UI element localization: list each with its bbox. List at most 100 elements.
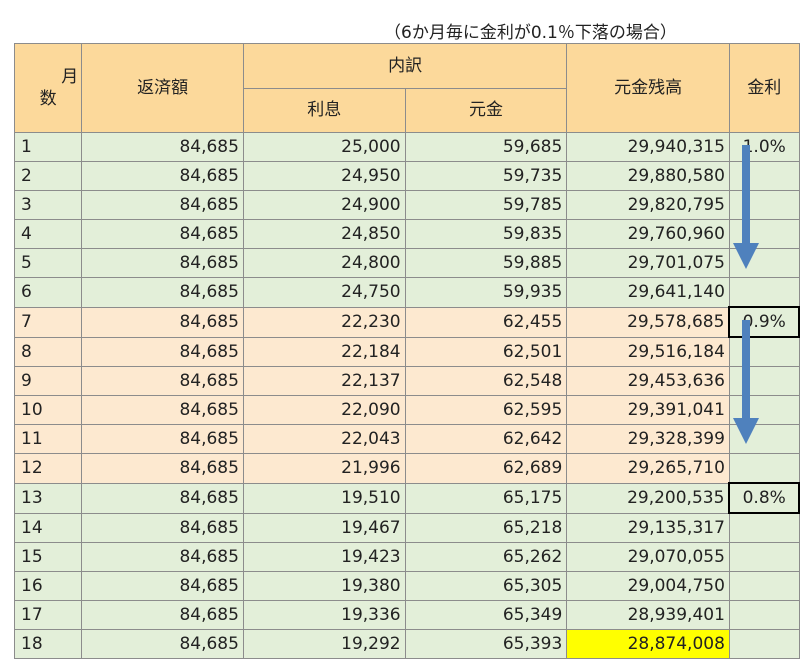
cell-month: 15 (13, 542, 83, 572)
cell-balance: 29,880,580 (566, 161, 730, 191)
cell-payment: 84,685 (81, 277, 244, 308)
cell-principal: 62,642 (404, 424, 568, 454)
cell-balance: 28,939,401 (566, 600, 730, 630)
table-row: 13 84,685 19,510 65,175 29,200,535 0.8% (13, 482, 800, 514)
cell-balance: 29,820,795 (566, 190, 730, 220)
cell-balance: 29,453,636 (566, 366, 730, 396)
cell-month: 18 (13, 629, 83, 659)
table-row: 7 84,685 22,230 62,455 29,578,685 0.9% (13, 306, 800, 338)
cell-balance: 29,516,184 (566, 336, 730, 367)
header-interest: 利息 (242, 87, 406, 133)
cell-interest: 25,000 (242, 132, 406, 162)
cell-payment: 84,685 (81, 306, 244, 338)
cell-month: 8 (13, 336, 83, 367)
cell-payment: 84,685 (81, 600, 244, 630)
cell-rate (728, 600, 800, 630)
cell-interest: 24,800 (242, 248, 406, 278)
cell-month: 10 (13, 395, 83, 425)
cell-interest: 19,510 (242, 482, 406, 514)
header-months-label: 月 数 (39, 67, 79, 109)
cell-principal: 65,305 (404, 571, 568, 601)
cell-payment: 84,685 (81, 395, 244, 425)
cell-rate (728, 366, 800, 396)
cell-principal: 65,218 (404, 512, 568, 543)
cell-interest: 21,996 (242, 453, 406, 484)
cell-interest: 19,467 (242, 512, 406, 543)
cell-rate (728, 395, 800, 425)
cell-interest: 24,900 (242, 190, 406, 220)
cell-rate: 1.0% (728, 132, 800, 162)
table-row: 12 84,685 21,996 62,689 29,265,710 (13, 453, 800, 484)
cell-balance: 29,328,399 (566, 424, 730, 454)
loan-repayment-table: 月 数 返済額 内訳 元金残高 金利 利息 元金 1 84,685 25,000 59… (13, 43, 800, 659)
cell-balance: 29,004,750 (566, 571, 730, 601)
cell-month: 11 (13, 424, 83, 454)
cell-principal: 65,262 (404, 542, 568, 572)
cell-interest: 19,423 (242, 542, 406, 572)
arrow-down-icon (733, 145, 759, 269)
cell-interest: 24,750 (242, 277, 406, 308)
cell-month: 14 (13, 512, 83, 543)
table-row: 2 84,685 24,950 59,735 29,880,580 (13, 161, 800, 191)
cell-payment: 84,685 (81, 366, 244, 396)
header-principal: 元金 (404, 87, 568, 133)
cell-payment: 84,685 (81, 248, 244, 278)
cell-month: 17 (13, 600, 83, 630)
table-row: 6 84,685 24,750 59,935 29,641,140 (13, 277, 800, 308)
cell-month: 9 (13, 366, 83, 396)
header-balance: 元金残高 (566, 43, 730, 133)
cell-rate: 0.9% (728, 306, 800, 338)
cell-balance: 29,070,055 (566, 542, 730, 572)
cell-principal: 65,175 (404, 482, 568, 514)
cell-rate (728, 336, 800, 367)
cell-principal: 65,393 (404, 629, 568, 659)
cell-principal: 62,548 (404, 366, 568, 396)
cell-rate (728, 453, 800, 484)
cell-balance: 29,391,041 (566, 395, 730, 425)
cell-principal: 59,835 (404, 219, 568, 249)
cell-interest: 22,137 (242, 366, 406, 396)
table-row: 10 84,685 22,090 62,595 29,391,041 (13, 395, 800, 425)
table-row: 1 84,685 25,000 59,685 29,940,315 1.0% (13, 132, 800, 162)
cell-balance: 29,265,710 (566, 453, 730, 484)
cell-payment: 84,685 (81, 512, 244, 543)
table-body: 1 84,685 25,000 59,685 29,940,315 1.0% 2 84,685… (13, 132, 800, 659)
cell-month: 4 (13, 219, 83, 249)
cell-interest: 19,292 (242, 629, 406, 659)
cell-principal: 62,595 (404, 395, 568, 425)
header-breakdown: 内訳 (242, 43, 568, 89)
cell-principal: 59,735 (404, 161, 568, 191)
cell-interest: 22,043 (242, 424, 406, 454)
cell-balance: 29,940,315 (566, 132, 730, 162)
cell-payment: 84,685 (81, 190, 244, 220)
table-row: 15 84,685 19,423 65,262 29,070,055 (13, 542, 800, 572)
cell-interest: 19,380 (242, 571, 406, 601)
cell-payment: 84,685 (81, 336, 244, 367)
cell-payment: 84,685 (81, 161, 244, 191)
table-row: 11 84,685 22,043 62,642 29,328,399 (13, 424, 800, 454)
table-row: 3 84,685 24,900 59,785 29,820,795 (13, 190, 800, 220)
cell-principal: 62,689 (404, 453, 568, 484)
cell-payment: 84,685 (81, 629, 244, 659)
cell-interest: 19,336 (242, 600, 406, 630)
cell-balance: 29,578,685 (566, 306, 730, 338)
cell-rate (728, 248, 800, 278)
table-row: 4 84,685 24,850 59,835 29,760,960 (13, 219, 800, 249)
cell-principal: 62,501 (404, 336, 568, 367)
cell-rate (728, 512, 800, 543)
table-row: 17 84,685 19,336 65,349 28,939,401 (13, 600, 800, 630)
cell-payment: 84,685 (81, 542, 244, 572)
table-row: 8 84,685 22,184 62,501 29,516,184 (13, 336, 800, 367)
cell-payment: 84,685 (81, 424, 244, 454)
cell-principal: 65,349 (404, 600, 568, 630)
header-months: 月 数 (13, 43, 83, 133)
cell-principal: 59,885 (404, 248, 568, 278)
cell-balance: 29,760,960 (566, 219, 730, 249)
cell-month: 3 (13, 190, 83, 220)
cell-principal: 59,935 (404, 277, 568, 308)
header-payment: 返済額 (81, 43, 244, 133)
table-caption: （6か月毎に金利が0.1％下落の場合） (384, 23, 677, 43)
cell-month: 6 (13, 277, 83, 308)
cell-principal: 59,785 (404, 190, 568, 220)
cell-balance: 29,135,317 (566, 512, 730, 543)
